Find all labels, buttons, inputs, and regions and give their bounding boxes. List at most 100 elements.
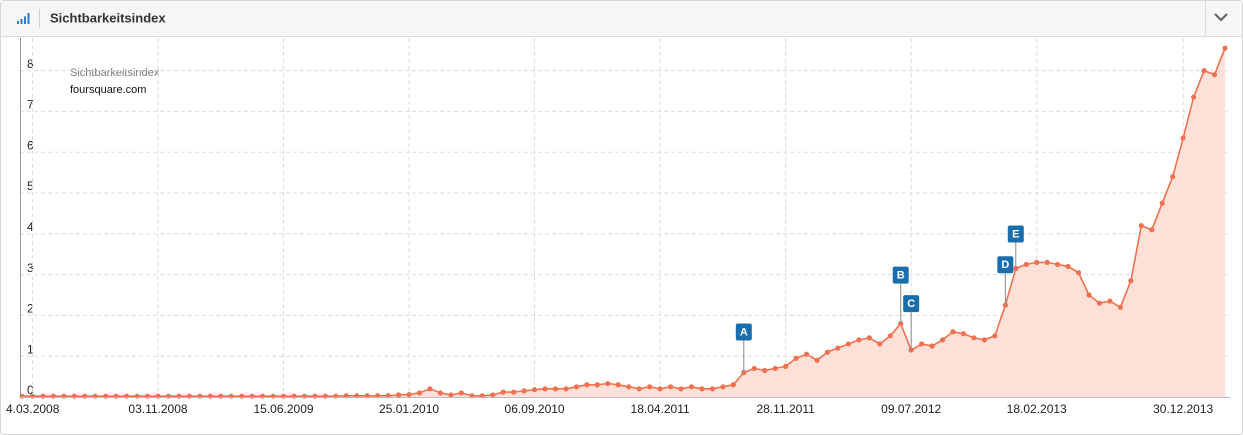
data-point	[657, 386, 663, 392]
data-point	[103, 393, 109, 399]
data-point	[1117, 304, 1123, 310]
data-point	[1170, 174, 1176, 180]
x-tick-label: 4.03.2008	[6, 402, 60, 416]
header-title: Sichtbarkeitsindex	[50, 10, 166, 25]
data-point	[594, 382, 600, 388]
x-tick-label: 30.12.2013	[1153, 402, 1213, 416]
data-point	[197, 393, 203, 399]
data-point	[1096, 300, 1103, 306]
y-tick-label: 6	[27, 138, 34, 152]
data-point	[1138, 223, 1144, 229]
data-point	[887, 333, 893, 339]
x-tick-label: 25.01.2010	[379, 402, 439, 416]
data-point	[521, 388, 527, 394]
data-point	[542, 386, 548, 392]
x-tick-label: 28.11.2011	[757, 402, 816, 416]
data-point	[824, 349, 831, 355]
data-point	[584, 382, 590, 388]
data-point	[1128, 278, 1134, 284]
data-point	[260, 393, 266, 399]
data-point	[1107, 298, 1113, 304]
data-point	[155, 393, 161, 399]
data-point	[176, 393, 182, 399]
x-tick-label: 18.02.2013	[1007, 402, 1067, 416]
data-point	[134, 393, 140, 399]
data-point	[1191, 94, 1197, 100]
data-point	[82, 393, 88, 399]
x-tick-label: 03.11.2008	[128, 402, 187, 416]
data-point	[552, 386, 559, 392]
data-point	[218, 393, 224, 399]
data-point	[751, 365, 757, 372]
data-point	[291, 393, 297, 399]
data-point	[416, 390, 423, 396]
data-point	[626, 384, 632, 390]
data-point	[877, 341, 883, 347]
data-point	[186, 393, 192, 399]
data-point	[228, 393, 234, 399]
data-point	[406, 391, 412, 398]
data-point	[615, 382, 621, 388]
event-flag	[997, 256, 1014, 274]
data-point	[919, 341, 925, 347]
legend-title: Sichtbarkeitsindex	[70, 67, 160, 79]
data-point	[793, 355, 799, 361]
data-point	[1149, 227, 1155, 233]
data-point	[783, 363, 789, 370]
data-point	[605, 380, 611, 387]
data-point	[458, 390, 464, 396]
data-point	[866, 335, 872, 341]
data-point	[1034, 259, 1040, 265]
data-point	[678, 386, 684, 392]
data-point	[992, 333, 998, 339]
event-flag	[892, 266, 909, 284]
data-point	[929, 343, 935, 349]
y-tick-label: 3	[27, 261, 34, 275]
data-point	[165, 393, 172, 399]
legend-entry: foursquare.com	[70, 84, 146, 96]
data-point	[1044, 259, 1050, 265]
area	[22, 48, 1225, 397]
data-point	[971, 335, 977, 341]
data-point	[239, 393, 245, 399]
y-tick-label: 7	[27, 98, 34, 112]
data-point	[1180, 135, 1186, 141]
data-point	[573, 384, 580, 390]
event-flag	[735, 323, 752, 341]
data-point	[1086, 292, 1092, 298]
data-point	[688, 384, 695, 390]
data-point	[1075, 269, 1082, 276]
data-point	[981, 337, 988, 343]
data-point	[249, 393, 255, 399]
data-point	[1222, 45, 1228, 51]
data-point	[40, 393, 46, 399]
data-point	[709, 386, 716, 392]
data-point	[1201, 68, 1207, 74]
data-point	[312, 393, 318, 399]
data-point	[531, 387, 538, 393]
data-point	[301, 393, 308, 399]
data-point	[437, 390, 444, 396]
data-point	[333, 393, 339, 399]
header-icon	[17, 13, 30, 24]
data-point	[950, 329, 956, 335]
y-tick-label: 1	[27, 342, 34, 356]
data-point	[207, 393, 213, 399]
data-point	[845, 341, 852, 347]
data-point	[144, 393, 151, 399]
data-point	[835, 345, 841, 351]
data-point	[720, 384, 726, 390]
collapse-button[interactable]	[1214, 13, 1228, 22]
header-bar	[1, 1, 1242, 36]
x-tick-label: 18.04.2011	[631, 402, 690, 416]
event-flag	[903, 295, 920, 313]
data-point	[647, 384, 653, 390]
event-label: D	[1001, 259, 1009, 271]
data-point	[50, 393, 56, 399]
y-tick-label: 2	[27, 302, 34, 316]
x-tick-label: 15.06.2009	[253, 402, 313, 416]
data-point	[500, 389, 506, 395]
y-tick-label: 8	[27, 57, 34, 71]
event-label: E	[1012, 228, 1019, 240]
